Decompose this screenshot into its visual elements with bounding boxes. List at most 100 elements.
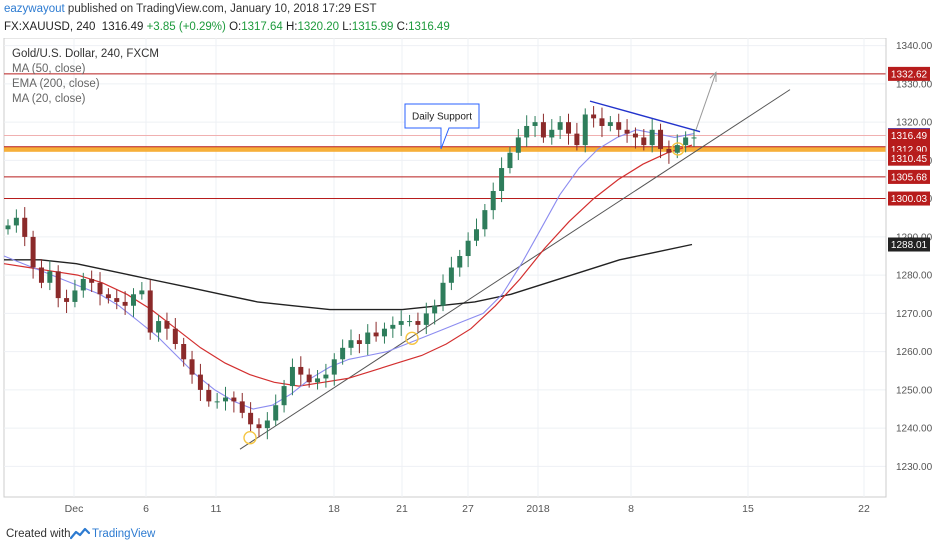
candle-down: [641, 137, 647, 146]
candle-up: [407, 321, 413, 323]
candle-up: [315, 378, 321, 383]
candle-up: [331, 359, 337, 375]
candle-up: [223, 397, 229, 402]
price-chart[interactable]: Daily Support 1230.00 1240.00 1250.00 1260.…: [0, 37, 932, 518]
candle-down: [658, 129, 664, 149]
candle-down: [239, 401, 245, 413]
legend-ema200[interactable]: EMA (200, close): [12, 78, 100, 90]
y-tick-label: 1270.00: [896, 309, 932, 320]
x-tick-label: 15: [742, 503, 754, 515]
support-band: [4, 146, 886, 152]
candle-down: [105, 294, 111, 299]
y-tick-label: 1340.00: [896, 41, 932, 52]
candle-up: [340, 347, 346, 360]
candle-up: [156, 321, 162, 333]
x-tick-label: 21: [396, 503, 408, 515]
projection-arrowhead: [709, 71, 717, 82]
candle-up: [323, 374, 329, 379]
candle-down: [38, 267, 44, 283]
candle-down: [64, 298, 70, 302]
y-tick-label: 1320.00: [896, 118, 932, 129]
candle-down: [256, 424, 262, 429]
candle-down: [97, 282, 103, 295]
candle-up: [289, 366, 295, 387]
price-badge: [888, 191, 930, 206]
candle-down: [666, 148, 672, 153]
x-tick-label: 2018: [526, 503, 550, 515]
candle-down: [415, 321, 421, 325]
touch-circle: [671, 142, 685, 156]
price-badge: [888, 128, 930, 143]
x-tick-label: Dec: [65, 503, 84, 515]
candle-down: [298, 366, 304, 375]
candle-up: [264, 420, 270, 429]
low-label: L:: [342, 21, 352, 33]
price-badge: [888, 237, 930, 252]
open-value: 1317.64: [241, 21, 283, 33]
candle-down: [248, 412, 254, 425]
time-axis: Dec 6 11 18 21 27 2018 8 15 22: [65, 503, 870, 515]
legend-ma50[interactable]: MA (50, close): [12, 63, 86, 75]
candle-up: [432, 305, 438, 314]
candle-up: [381, 328, 387, 337]
x-tick-label: 22: [858, 503, 870, 515]
y-tick-label: 1260.00: [896, 347, 932, 358]
candle-down: [30, 236, 36, 268]
candle-up: [423, 313, 429, 325]
candle-up: [524, 125, 530, 138]
projection-arrow: [695, 72, 717, 130]
high-value: 1320.20: [297, 21, 340, 33]
candle-down: [540, 122, 546, 138]
low-value: 1315.99: [351, 21, 394, 33]
candle-down: [22, 217, 28, 237]
candle-down: [591, 114, 597, 119]
chart-legend: Gold/U.S. Dollar, 240, FXCM MA (50, clos…: [12, 47, 159, 107]
y-tick-label: 1240.00: [896, 424, 932, 435]
candle-up: [465, 240, 471, 257]
price-badge-label: 1316.49: [891, 131, 928, 142]
downtrend-line: [589, 100, 701, 133]
touch-circle: [405, 331, 419, 345]
candle-up: [5, 225, 11, 230]
price-axis: 1230.00 1240.00 1250.00 1260.00 1270.00 1280.…: [885, 38, 932, 497]
candle-down: [632, 133, 638, 138]
price-badge-label: 1332.62: [891, 69, 928, 80]
chart-header: eazywayout published on TradingView.com,…: [0, 0, 932, 38]
candle-up: [691, 137, 697, 139]
price-badge: [888, 66, 930, 81]
price-badge-label: 1300.03: [891, 194, 928, 205]
author-link[interactable]: eazywayout: [4, 3, 65, 15]
x-tick-label: 8: [628, 503, 634, 515]
price-badge-label: 1288.01: [891, 240, 928, 251]
candle-down: [306, 374, 312, 383]
price-badges: 1332.621316.641316.491312.901310.451305.…: [888, 66, 930, 252]
touch-circle: [243, 431, 257, 445]
y-tick-label: 1330.00: [896, 79, 932, 90]
callout-text: Daily Support: [412, 112, 472, 123]
tradingview-logo-icon: [70, 527, 90, 540]
x-tick-label: 27: [462, 503, 474, 515]
candle-up: [674, 145, 680, 153]
publish-text: published on TradingView.com, January 10…: [64, 3, 377, 15]
candle-up: [214, 401, 220, 403]
horizontal-levels: [4, 73, 886, 200]
candle-up: [549, 129, 555, 138]
close-value: 1316.49: [408, 21, 450, 33]
trend-lines: [239, 71, 791, 450]
open-label: O:: [229, 21, 242, 33]
candle-up: [499, 168, 505, 191]
chart-area[interactable]: Daily Support 1230.00 1240.00 1250.00 1260.…: [0, 37, 932, 518]
legend-ma20[interactable]: MA (20, close): [12, 93, 86, 105]
candle-down: [197, 374, 203, 390]
tradingview-brand-link[interactable]: TradingView: [92, 528, 156, 540]
last-price: 1316.49: [101, 21, 144, 33]
candle-down: [114, 298, 120, 302]
candle-up: [80, 278, 86, 291]
candle-up: [515, 137, 521, 153]
candle-down: [566, 122, 572, 134]
candle-down: [616, 122, 622, 130]
candle-up: [582, 114, 588, 146]
candle-up: [457, 256, 463, 268]
candle-up: [130, 294, 136, 306]
candle-up: [507, 152, 513, 169]
